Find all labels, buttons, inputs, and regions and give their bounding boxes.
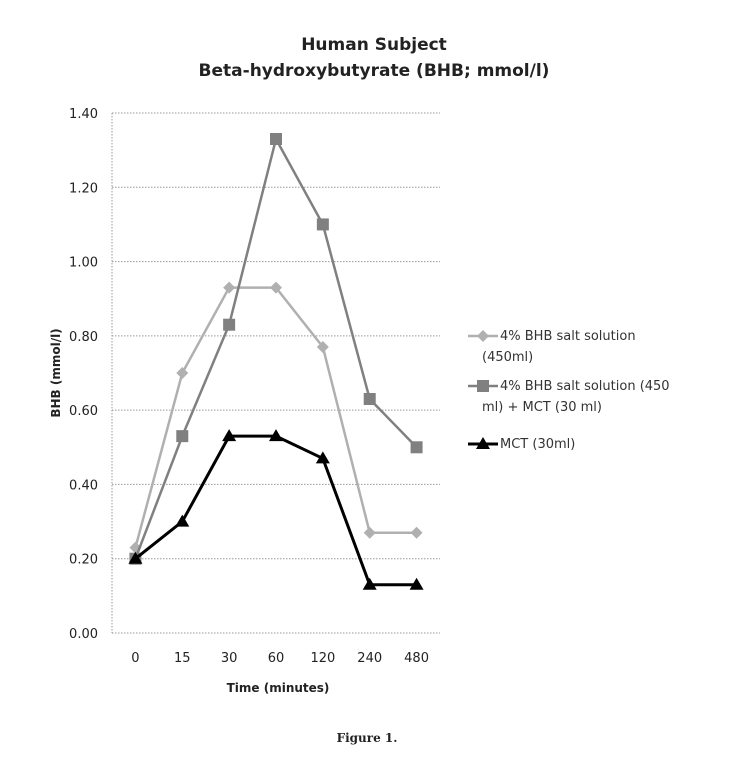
- y-tick-label: 1.40: [69, 107, 98, 122]
- figure-caption: Figure 1.: [337, 731, 398, 745]
- x-tick-label: 240: [357, 651, 382, 666]
- diamond-marker: [410, 526, 423, 539]
- x-tick-label: 0: [131, 651, 139, 666]
- legend-square-icon: [477, 380, 489, 392]
- triangle-marker: [128, 551, 143, 564]
- y-tick-label: 1.00: [69, 256, 98, 271]
- square-marker: [223, 318, 236, 331]
- x-tick-label: 60: [268, 651, 285, 666]
- triangle-marker: [315, 451, 330, 464]
- triangle-marker: [175, 514, 190, 527]
- series-line: [134, 135, 418, 560]
- legend-triangle-icon: [476, 437, 490, 449]
- diamond-marker: [270, 281, 282, 294]
- triangle-marker: [362, 577, 377, 590]
- series-square: [129, 133, 423, 565]
- y-tick-label: 1.20: [69, 181, 98, 196]
- y-tick-label: 0.60: [69, 404, 98, 419]
- square-marker: [316, 218, 329, 231]
- legend-label: MCT (30ml): [500, 437, 575, 452]
- x-axis-label: Time (minutes): [227, 681, 330, 695]
- legend-label: ml) + MCT (30 ml): [482, 400, 602, 415]
- x-tick-label: 15: [174, 651, 191, 666]
- x-tick-label: 120: [310, 651, 335, 666]
- square-marker: [176, 430, 189, 443]
- y-tick-label: 0.40: [69, 478, 98, 493]
- legend-item: MCT (30ml): [468, 437, 575, 452]
- diamond-marker: [363, 526, 376, 539]
- y-tick-label: 0.80: [69, 330, 98, 345]
- triangle-marker: [269, 429, 283, 442]
- legend-item: 4% BHB salt solution (450 ml) + MCT (30 m…: [468, 379, 670, 415]
- legend-item: 4% BHB salt solution (450ml): [468, 329, 636, 365]
- legend-diamond-icon: [477, 330, 489, 342]
- series-line: [134, 434, 417, 587]
- square-marker: [410, 441, 423, 454]
- triangle-marker: [222, 429, 237, 442]
- square-marker: [270, 133, 282, 145]
- chart-subtitle: Beta-hydroxybutyrate (BHB; mmol/l): [199, 61, 550, 81]
- chart-title: Human Subject: [301, 35, 447, 55]
- series-diamond: [129, 281, 423, 554]
- legend-label: 4% BHB salt solution (450: [500, 379, 670, 394]
- legend-label: (450ml): [482, 350, 533, 365]
- x-tick-label: 30: [221, 651, 238, 666]
- square-marker: [363, 393, 376, 405]
- x-tick-label: 480: [404, 651, 429, 666]
- legend-label: 4% BHB salt solution: [500, 329, 636, 344]
- y-tick-label: 0.20: [69, 553, 98, 568]
- diamond-marker: [176, 367, 189, 379]
- series-line: [134, 286, 417, 548]
- y-axis-label: BHB (mmol/l): [49, 328, 63, 417]
- triangle-marker: [409, 577, 424, 590]
- diamond-marker: [223, 281, 236, 294]
- diamond-marker: [316, 341, 329, 353]
- series-triangle: [128, 429, 424, 590]
- y-tick-label: 0.00: [69, 627, 98, 642]
